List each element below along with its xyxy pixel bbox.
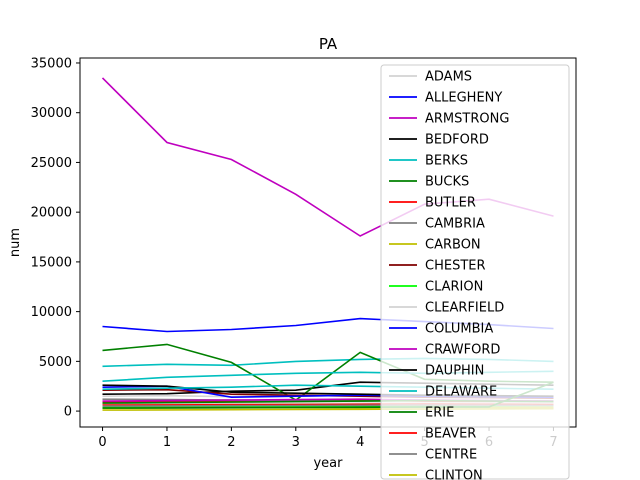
legend: ADAMS ALLEGHENY ARMSTRONG BEDFORD BERKS BUCKS… bbox=[380, 64, 570, 480]
y-tick-label: 30000 bbox=[31, 106, 72, 121]
y-tick-label: 15000 bbox=[31, 255, 72, 270]
legend-box bbox=[380, 64, 570, 480]
legend-entry-clarion: CLARION bbox=[425, 280, 483, 295]
x-tick-label: 3 bbox=[292, 435, 300, 450]
x-tick-label: 4 bbox=[356, 435, 364, 450]
legend-entry-erie: ERIE bbox=[425, 406, 454, 421]
x-axis-label: year bbox=[313, 456, 343, 471]
legend-entry-columbia: COLUMBIA bbox=[425, 322, 493, 337]
y-tick-label: 10000 bbox=[31, 305, 72, 320]
legend-entry-berks: BERKS bbox=[425, 154, 468, 169]
legend-entry-dauphin: DAUPHIN bbox=[425, 364, 484, 379]
y-tick-label: 35000 bbox=[31, 56, 72, 71]
legend-entry-carbon: CARBON bbox=[425, 238, 481, 253]
x-tick-label: 2 bbox=[227, 435, 235, 450]
legend-entry-allegheny: ALLEGHENY bbox=[425, 91, 502, 106]
y-tick-label: 25000 bbox=[31, 156, 72, 171]
legend-entry-armstrong: ARMSTRONG bbox=[425, 112, 509, 127]
y-axis-ticks: 0 5000 10000 15000 20000 25000 30000 35000 bbox=[31, 56, 80, 420]
y-tick-label: 5000 bbox=[39, 355, 72, 370]
y-axis-label: num bbox=[8, 228, 23, 257]
x-tick-label: 0 bbox=[98, 435, 106, 450]
chart-title: PA bbox=[319, 35, 338, 53]
legend-entry-chester: CHESTER bbox=[425, 259, 486, 274]
legend-entry-butler: BUTLER bbox=[425, 196, 476, 211]
legend-entry-clinton: CLINTON bbox=[425, 469, 483, 480]
y-tick-label: 20000 bbox=[31, 206, 72, 221]
legend-entry-centre: CENTRE bbox=[425, 448, 477, 463]
legend-entry-clearfield: CLEARFIELD bbox=[425, 301, 504, 316]
axes-frame bbox=[79, 57, 577, 428]
legend-entry-bucks: BUCKS bbox=[425, 175, 469, 190]
y-tick-label: 0 bbox=[64, 405, 72, 420]
legend-entry-adams: ADAMS bbox=[425, 70, 472, 85]
legend-entry-crawford: CRAWFORD bbox=[425, 343, 500, 358]
legend-entry-beaver: BEAVER bbox=[425, 427, 476, 442]
legend-entry-bedford: BEDFORD bbox=[425, 133, 489, 148]
legend-entry-cambria: CAMBRIA bbox=[425, 217, 485, 232]
x-tick-label: 1 bbox=[163, 435, 171, 450]
legend-entry-delaware: DELAWARE bbox=[425, 385, 497, 400]
